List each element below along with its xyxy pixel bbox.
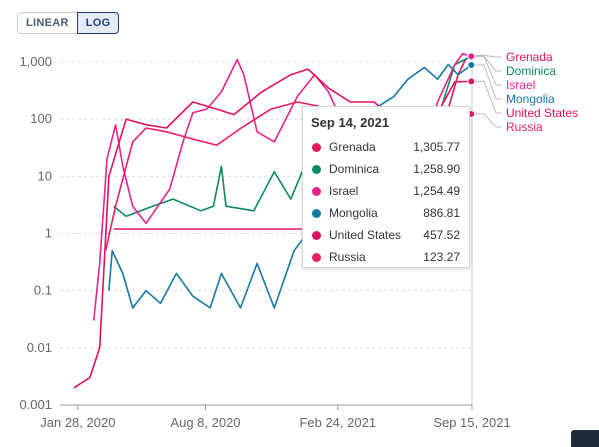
legend-label: Mongolia (506, 92, 555, 106)
series-color-dot (312, 186, 321, 196)
x-tick-label: Feb 24, 2021 (299, 415, 376, 430)
hover-marker (467, 51, 476, 405)
tooltip-value: 457.52 (423, 228, 460, 242)
y-tick-label: 0.01 (27, 340, 52, 355)
series-color-dot (312, 230, 321, 240)
legend-label: Dominica (506, 64, 556, 78)
y-axis: 0.001 0.01 0.1 1 10 100 1,000 (19, 54, 52, 412)
tooltip-value: 123.27 (423, 250, 460, 264)
tooltip-country: Israel (329, 184, 359, 198)
tooltip-row: Grenada 1,305.77 (303, 136, 469, 158)
legend-connector (475, 55, 502, 86)
x-tick-label: Aug 8, 2020 (170, 415, 240, 430)
y-tick-label: 1 (45, 226, 52, 241)
scale-toggle: LINEAR LOG (17, 12, 120, 34)
log-scale-button[interactable]: LOG (76, 12, 120, 34)
tooltip-row: Mongolia 886.81 (303, 202, 469, 224)
series-end-point (467, 60, 476, 69)
tooltip-row: Russia 123.27 (303, 246, 469, 268)
legend-connector (475, 54, 502, 58)
tooltip-value: 1,258.90 (413, 162, 460, 176)
x-axis: Jan 28, 2020 Aug 8, 2020 Feb 24, 2021 Sep 1… (40, 404, 511, 430)
legend-label: Russia (506, 120, 543, 134)
tooltip-value: 886.81 (423, 206, 460, 220)
tooltip-country: United States (329, 228, 402, 242)
tooltip-country: Russia (329, 250, 366, 264)
y-tick-label: 0.1 (34, 283, 52, 298)
tooltip-value: 1,254.49 (413, 184, 460, 198)
tooltip-country: Dominica (329, 162, 380, 176)
y-tick-label: 10 (38, 168, 52, 183)
legend-connector (475, 80, 502, 114)
tooltip: Sep 14, 2021 Grenada 1,305.77 Dominica 1,25… (302, 106, 470, 268)
x-tick-label: Jan 28, 2020 (40, 415, 115, 430)
legend-label: United States (506, 106, 578, 120)
tooltip-rows: Grenada 1,305.77 Dominica 1,258.90 Israel 1,2… (303, 136, 469, 268)
series-end-point (467, 77, 476, 86)
series-color-dot (312, 252, 321, 262)
series-color-dot (312, 208, 321, 218)
tooltip-date: Sep 14, 2021 (311, 115, 390, 130)
y-tick-label: 1,000 (19, 54, 52, 69)
tooltip-value: 1,305.77 (413, 140, 460, 154)
series-end-point (467, 52, 476, 61)
series-color-dot (312, 164, 321, 174)
tooltip-country: Grenada (329, 140, 376, 154)
legend-label: Grenada (506, 50, 553, 64)
linear-scale-button[interactable]: LINEAR (17, 12, 78, 34)
tooltip-country: Mongolia (329, 206, 378, 220)
corner-widget (571, 430, 599, 447)
legend-connector (475, 64, 502, 100)
y-tick-label: 0.001 (19, 397, 52, 412)
series-color-dot (312, 142, 321, 152)
legend-connector (475, 113, 502, 128)
series-line-mongolia (108, 63, 472, 309)
tooltip-row: Israel 1,254.49 (303, 180, 469, 202)
tooltip-row: Dominica 1,258.90 (303, 158, 469, 180)
x-tick-label: Sep 15, 2021 (433, 415, 510, 430)
tooltip-row: United States 457.52 (303, 224, 469, 246)
y-tick-label: 100 (30, 111, 52, 126)
legend-label: Israel (506, 78, 535, 92)
